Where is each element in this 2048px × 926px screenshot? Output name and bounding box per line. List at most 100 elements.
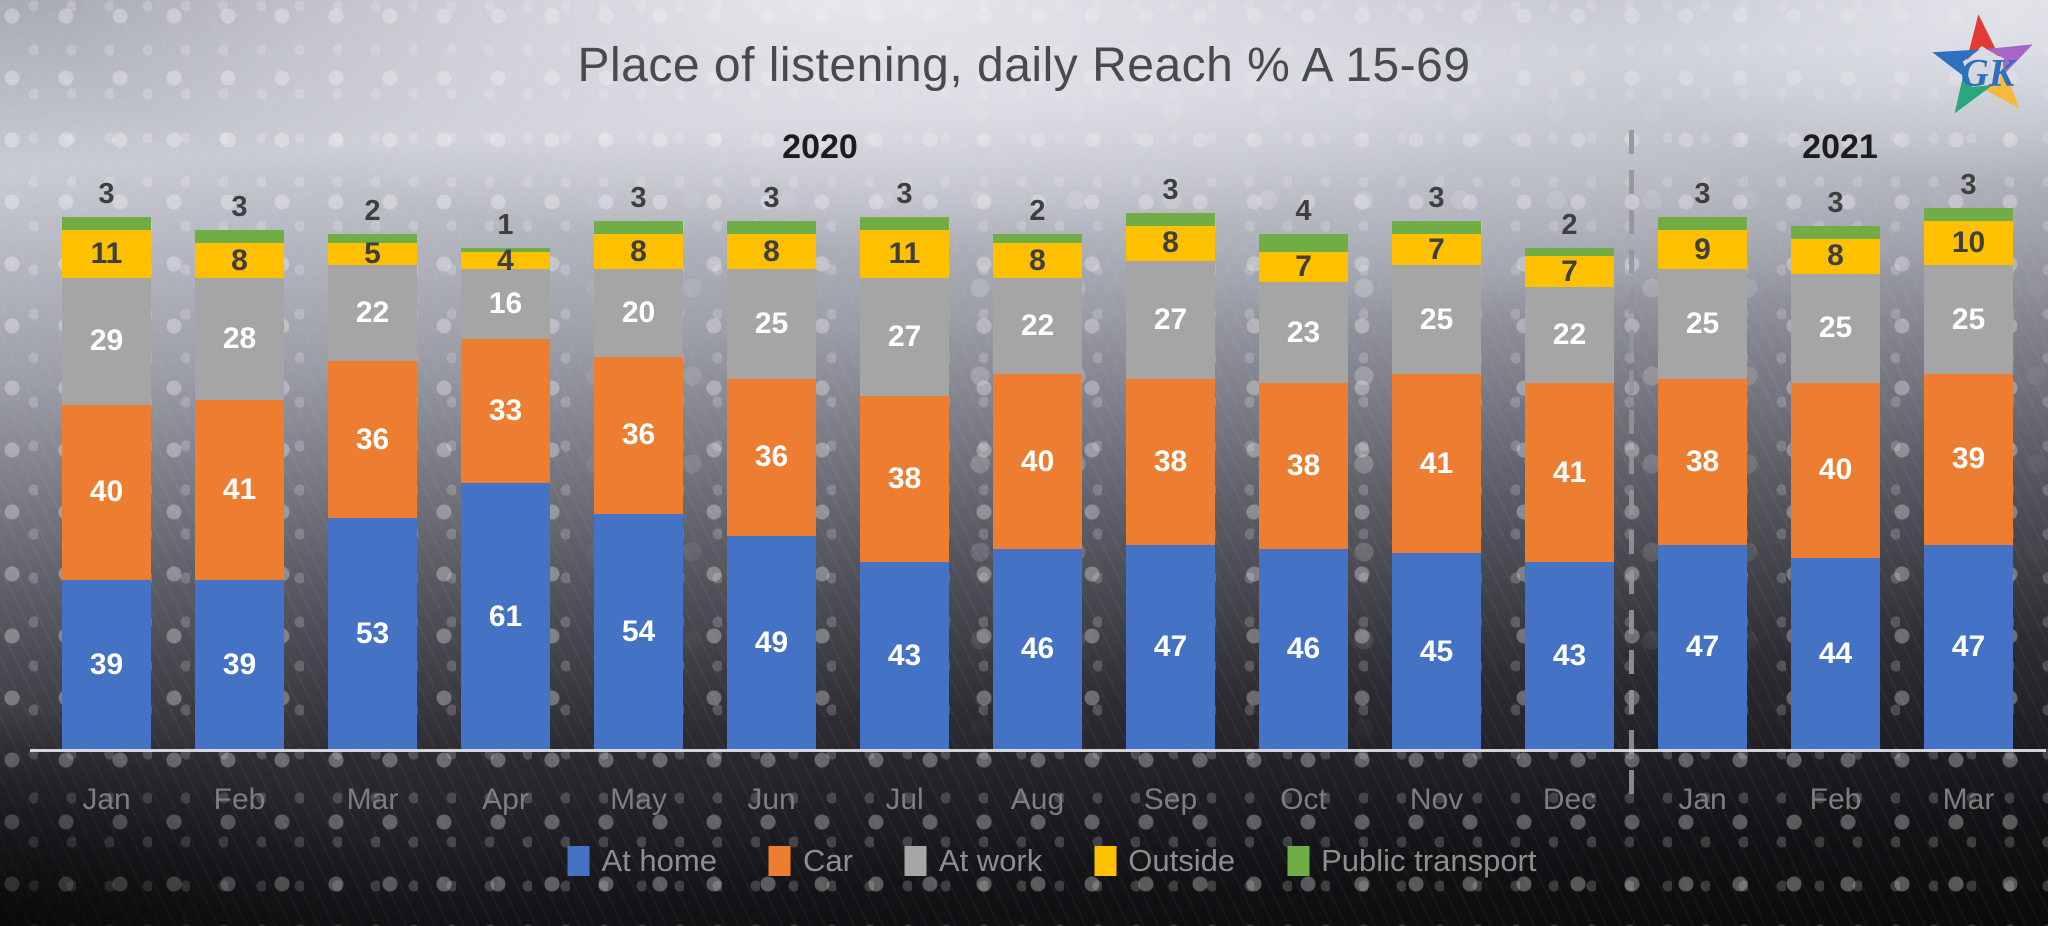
bar-segment-car: 41 <box>195 400 284 580</box>
legend-label: At work <box>938 843 1043 878</box>
bar-segment-outside: 8 <box>727 234 816 270</box>
bar-segment-at-work: 22 <box>993 278 1082 375</box>
value-label: 44 <box>1818 636 1853 670</box>
value-label: 36 <box>754 440 789 474</box>
month-label-jul-2020: Jul <box>885 783 924 816</box>
legend-swatch-public-transport <box>1287 846 1310 876</box>
bar-segment-at-work: 27 <box>860 278 949 397</box>
public-transport-value-label: 3 <box>1428 182 1445 215</box>
bar-segment-at-home: 47 <box>1924 544 2013 750</box>
bar-segment-at-work: 23 <box>1259 282 1348 383</box>
value-label: 5 <box>364 237 381 271</box>
bar-segment-at-work: 25 <box>1658 269 1747 379</box>
value-label: 45 <box>1419 634 1454 668</box>
value-label: 39 <box>1951 442 1986 476</box>
value-label: 8 <box>1827 239 1844 273</box>
bar-segment-at-home: 47 <box>1126 544 1215 750</box>
bar-segment-car: 41 <box>1525 382 1614 563</box>
bar-column-may-2020: 3 8 20 36 54 <box>594 181 683 750</box>
value-label: 40 <box>1818 453 1853 487</box>
bar-segment-outside: 11 <box>62 230 151 279</box>
bar-segment-at-home: 45 <box>1392 553 1481 750</box>
legend-item-at-work: At work <box>904 843 1043 879</box>
bar-column-nov-2020: 3 7 25 41 45 <box>1392 181 1481 750</box>
bar-column-mar-2020: 2 5 22 36 53 <box>328 194 417 750</box>
bar-column-aug-2020: 2 8 22 40 46 <box>993 194 1082 750</box>
value-label: 47 <box>1153 630 1188 664</box>
value-label: 46 <box>1286 632 1321 666</box>
bar-segment-at-home: 43 <box>860 562 949 750</box>
bar-segment-outside: 7 <box>1259 252 1348 283</box>
bar-segment-outside: 4 <box>461 245 550 275</box>
month-label-oct-2020: Oct <box>1280 783 1327 816</box>
value-label: 25 <box>1685 306 1720 340</box>
value-label: 54 <box>621 615 656 649</box>
value-label: 7 <box>1295 250 1312 284</box>
public-transport-value-label: 3 <box>763 182 780 215</box>
bar-column-dec-2020: 2 7 22 41 43 <box>1525 208 1614 750</box>
public-transport-value-label: 3 <box>630 182 647 215</box>
value-label: 47 <box>1685 630 1720 664</box>
value-label: 49 <box>754 625 789 659</box>
bar-segment-public-transport <box>195 230 284 244</box>
value-label: 25 <box>1419 302 1454 336</box>
bar-segment-at-home: 54 <box>594 514 683 750</box>
bar-segment-public-transport <box>1791 225 1880 239</box>
logo-arm-blue <box>1932 49 1980 81</box>
year-label-2020: 2020 <box>782 128 858 166</box>
value-label: 8 <box>763 234 780 268</box>
value-label: 23 <box>1286 315 1321 349</box>
value-label: 8 <box>630 234 647 268</box>
bar-segment-at-work: 20 <box>594 269 683 357</box>
public-transport-value-label: 3 <box>1694 177 1711 210</box>
bar-segment-public-transport <box>993 234 1082 244</box>
value-label: 40 <box>1020 444 1055 478</box>
month-label-feb-2020: Feb <box>213 783 266 816</box>
bar-segment-outside: 11 <box>860 230 949 279</box>
value-label: 41 <box>1552 455 1587 489</box>
bar-segment-car: 36 <box>727 378 816 536</box>
bar-segment-at-work: 22 <box>1525 286 1614 383</box>
bar-column-jul-2020: 3 11 27 38 43 <box>860 177 949 750</box>
bar-segment-at-work: 27 <box>1126 260 1215 379</box>
bar-segment-public-transport <box>1392 221 1481 235</box>
logo-arm-yellow <box>1978 64 2020 109</box>
value-label: 39 <box>222 647 257 681</box>
bar-segment-outside: 9 <box>1658 230 1747 270</box>
bar-segment-at-home: 46 <box>1259 548 1348 750</box>
bar-column-sep-2020: 3 8 27 38 47 <box>1126 173 1215 750</box>
bar-segment-car: 38 <box>1126 378 1215 545</box>
bar-column-mar-2021: 3 10 25 39 47 <box>1924 168 2013 750</box>
value-label: 25 <box>754 306 789 340</box>
bar-segment-public-transport <box>461 247 550 252</box>
value-label: 4 <box>497 243 514 277</box>
value-label: 9 <box>1694 232 1711 266</box>
value-label: 36 <box>621 418 656 452</box>
bar-segment-at-work: 29 <box>62 278 151 405</box>
bar-segment-car: 40 <box>1791 382 1880 558</box>
value-label: 25 <box>1951 302 1986 336</box>
value-label: 38 <box>887 462 922 496</box>
bar-segment-at-work: 22 <box>328 264 417 362</box>
legend-item-at-home: At home <box>567 843 717 879</box>
bar-segment-car: 38 <box>1259 382 1348 549</box>
bar-segment-outside: 10 <box>1924 221 2013 265</box>
value-label: 10 <box>1951 226 1986 260</box>
public-transport-value-label: 3 <box>1162 173 1179 206</box>
value-label: 16 <box>488 287 523 321</box>
month-label-jan-2020: Jan <box>82 783 131 816</box>
bar-segment-at-home: 44 <box>1791 557 1880 750</box>
bar-segment-outside: 8 <box>1791 238 1880 274</box>
value-label: 11 <box>90 237 123 271</box>
bar-segment-at-home: 39 <box>62 579 151 750</box>
value-label: 39 <box>89 647 124 681</box>
value-label: 61 <box>488 599 523 633</box>
public-transport-value-label: 3 <box>231 191 248 223</box>
bar-segment-outside: 8 <box>1126 225 1215 261</box>
bar-segment-public-transport <box>328 234 417 244</box>
public-transport-value-label: 3 <box>98 177 115 210</box>
bar-segment-public-transport <box>1259 234 1348 252</box>
public-transport-value-label: 3 <box>1827 186 1844 219</box>
chart-title: Place of listening, daily Reach % A 15-6… <box>577 39 1471 92</box>
